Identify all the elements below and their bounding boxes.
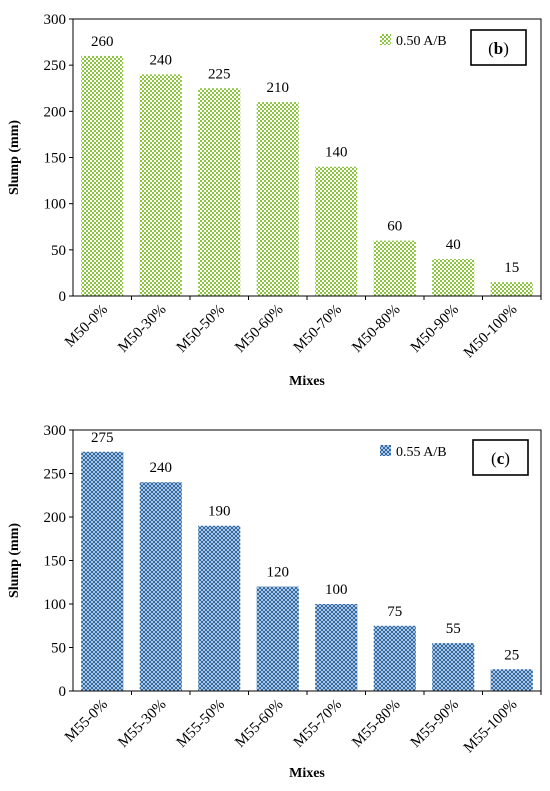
data-label: 210 — [267, 80, 290, 96]
x-tick-label: M50-90% — [408, 302, 462, 356]
x-tick-label: M55-50% — [174, 697, 228, 751]
bar — [81, 55, 124, 296]
bar — [139, 482, 182, 691]
x-tick-label: M55-70% — [291, 697, 345, 751]
y-tick-label: 300 — [44, 12, 67, 28]
x-tick-label: M55-90% — [408, 697, 462, 751]
chart-panel-c: 0 50 100 150 200 250 300 275 M55-0% 240 M55-30% 190… — [7, 423, 542, 781]
y-tick-label: 0 — [59, 289, 67, 305]
x-tick-label: M55-30% — [115, 697, 169, 751]
bar — [373, 240, 416, 296]
data-label: 260 — [91, 34, 114, 50]
bar — [256, 586, 299, 691]
x-tick-label: M50-0% — [62, 302, 111, 351]
y-axis-label: Slump (mm) — [7, 523, 22, 598]
chart-panel-b: 0 50 100 150 200 250 300 260 M50-0% 240 M50-30% 225… — [7, 12, 542, 389]
data-label: 120 — [267, 565, 290, 581]
y-tick-label: 250 — [44, 467, 67, 483]
y-tick-label: 100 — [44, 597, 67, 613]
panel-label: (b) — [488, 39, 509, 58]
bar — [81, 451, 124, 691]
data-label: 240 — [150, 460, 173, 476]
x-tick-label: M50-60% — [232, 302, 286, 356]
y-tick-label: 200 — [44, 510, 67, 526]
data-label: 275 — [91, 430, 114, 446]
panel-label-box — [472, 439, 529, 476]
legend-label: 0.55 A/B — [396, 445, 447, 460]
legend-swatch — [380, 34, 391, 45]
y-tick-label: 300 — [44, 423, 67, 439]
bar — [198, 88, 241, 296]
panel-label: (c) — [491, 449, 510, 468]
data-label: 55 — [446, 621, 461, 637]
y-tick-label: 100 — [44, 197, 67, 213]
panel-label-box — [470, 29, 527, 66]
data-label: 190 — [208, 504, 231, 520]
x-axis-label: Mixes — [289, 374, 325, 389]
bar — [490, 282, 533, 296]
data-label: 15 — [504, 260, 519, 276]
y-axis-label: Slump (mm) — [7, 120, 22, 195]
x-axis-label: Mixes — [289, 766, 325, 781]
bar — [256, 102, 299, 296]
data-label: 75 — [387, 604, 402, 620]
plot-frame — [72, 429, 542, 692]
bar — [315, 604, 358, 691]
legend-swatch — [380, 445, 391, 456]
x-tick-label: M55-0% — [62, 697, 111, 746]
x-tick-label: M55-60% — [232, 697, 286, 751]
y-tick-label: 150 — [44, 151, 67, 167]
x-tick-label: M55-100% — [461, 697, 521, 757]
data-label: 100 — [325, 582, 348, 598]
bar — [198, 525, 241, 691]
y-tick-label: 250 — [44, 58, 67, 74]
y-tick-label: 150 — [44, 554, 67, 570]
legend-label: 0.50 A/B — [396, 34, 447, 49]
x-tick-label: M50-70% — [291, 302, 345, 356]
data-label: 25 — [504, 647, 519, 663]
plot-frame — [72, 18, 542, 297]
x-tick-label: M50-30% — [115, 302, 169, 356]
data-label: 60 — [387, 219, 402, 235]
x-tick-label: M50-50% — [174, 302, 228, 356]
x-tick-label: M55-80% — [349, 697, 403, 751]
data-label: 40 — [446, 237, 461, 253]
bar — [432, 643, 475, 691]
x-tick-label: M50-80% — [349, 302, 403, 356]
bar — [432, 259, 475, 296]
y-tick-label: 0 — [59, 684, 67, 700]
y-tick-label: 50 — [51, 641, 66, 657]
y-tick-label: 50 — [51, 243, 66, 259]
x-tick-label: M50-100% — [461, 302, 521, 362]
bar — [315, 166, 358, 296]
bar — [490, 669, 533, 691]
data-label: 140 — [325, 145, 348, 161]
bar — [373, 625, 416, 691]
data-label: 240 — [150, 52, 173, 68]
y-tick-label: 200 — [44, 104, 67, 120]
bar — [139, 74, 182, 297]
data-label: 225 — [208, 66, 231, 82]
